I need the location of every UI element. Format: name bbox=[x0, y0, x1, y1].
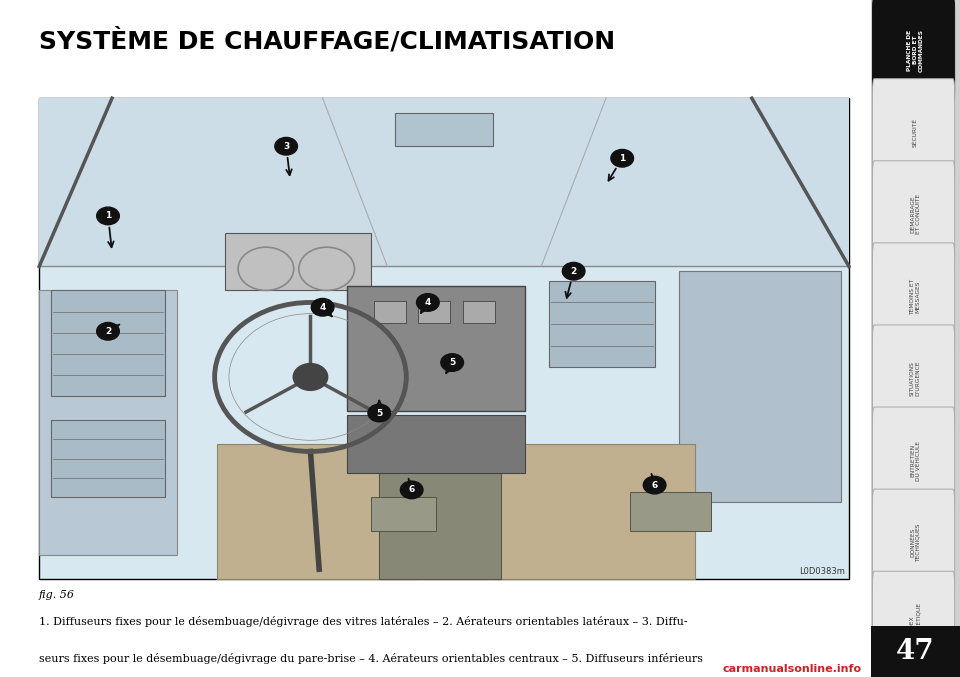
Bar bbox=[347, 286, 525, 410]
Text: 5: 5 bbox=[376, 408, 382, 418]
Text: 4: 4 bbox=[424, 298, 431, 307]
Bar bbox=[51, 420, 165, 497]
Text: 4: 4 bbox=[320, 303, 325, 311]
Circle shape bbox=[563, 263, 585, 280]
Circle shape bbox=[97, 322, 119, 340]
Bar bbox=[39, 98, 849, 579]
Text: TÉMOINS ET
MESSAGES: TÉMOINS ET MESSAGES bbox=[910, 278, 921, 315]
Text: INDEX
ALPHABÉTIQUE: INDEX ALPHABÉTIQUE bbox=[910, 603, 921, 647]
Circle shape bbox=[400, 481, 423, 499]
FancyBboxPatch shape bbox=[873, 79, 954, 185]
Bar bbox=[679, 271, 841, 502]
Text: DONNÉES
TECHNIQUES: DONNÉES TECHNIQUES bbox=[910, 523, 921, 562]
Bar bbox=[372, 497, 436, 531]
Bar bbox=[396, 112, 492, 146]
Text: SITUATIONS
D’URGENCE: SITUATIONS D’URGENCE bbox=[910, 361, 921, 396]
Bar bbox=[631, 492, 711, 531]
FancyBboxPatch shape bbox=[873, 243, 954, 350]
Bar bbox=[492, 444, 695, 579]
Bar bbox=[419, 301, 450, 323]
Bar bbox=[549, 281, 655, 368]
FancyBboxPatch shape bbox=[873, 571, 954, 677]
Text: seurs fixes pour le désembuage/dégivrage du pare-brise – 4. Aérateurs orientable: seurs fixes pour le désembuage/dégivrage… bbox=[39, 653, 703, 664]
Text: ENTRETIEN
DU VÉHICULE: ENTRETIEN DU VÉHICULE bbox=[910, 441, 921, 481]
Text: fig. 56: fig. 56 bbox=[39, 590, 75, 600]
Circle shape bbox=[441, 353, 464, 371]
Bar bbox=[39, 290, 177, 555]
Text: 47: 47 bbox=[896, 638, 935, 665]
FancyBboxPatch shape bbox=[873, 407, 954, 514]
Circle shape bbox=[643, 477, 666, 494]
Bar bbox=[226, 233, 372, 290]
Circle shape bbox=[611, 150, 634, 167]
FancyBboxPatch shape bbox=[873, 325, 954, 432]
Text: SYSTÈME DE CHAUFFAGE/CLIMATISATION: SYSTÈME DE CHAUFFAGE/CLIMATISATION bbox=[39, 28, 615, 53]
Text: 1: 1 bbox=[105, 211, 111, 221]
Text: 2: 2 bbox=[570, 267, 577, 276]
Circle shape bbox=[97, 207, 119, 225]
Text: 1: 1 bbox=[619, 154, 625, 162]
Text: L0D0383m: L0D0383m bbox=[799, 567, 845, 576]
Bar bbox=[347, 416, 525, 473]
FancyBboxPatch shape bbox=[873, 0, 954, 104]
Bar bbox=[379, 425, 501, 579]
Text: 2: 2 bbox=[105, 327, 111, 336]
Circle shape bbox=[417, 294, 439, 311]
Text: carmanualsonline.info: carmanualsonline.info bbox=[723, 663, 862, 674]
Circle shape bbox=[311, 299, 334, 316]
Text: 1. Diffuseurs fixes pour le désembuage/dégivrage des vitres latérales – 2. Aérat: 1. Diffuseurs fixes pour le désembuage/d… bbox=[39, 616, 687, 627]
Text: PLANCHE DE
BORD ET
COMMANDES: PLANCHE DE BORD ET COMMANDES bbox=[907, 28, 924, 72]
Circle shape bbox=[275, 137, 298, 155]
Text: 3: 3 bbox=[283, 141, 289, 151]
FancyBboxPatch shape bbox=[873, 160, 954, 268]
Text: 6: 6 bbox=[409, 485, 415, 494]
Bar bbox=[373, 301, 406, 323]
Circle shape bbox=[293, 364, 327, 391]
Circle shape bbox=[368, 404, 391, 422]
Text: 5: 5 bbox=[449, 358, 455, 367]
Bar bbox=[217, 444, 420, 579]
Text: DÉMARRAGE
ET CONDUITE: DÉMARRAGE ET CONDUITE bbox=[910, 194, 921, 234]
FancyBboxPatch shape bbox=[873, 489, 954, 596]
Text: SÉCURITÉ: SÉCURITÉ bbox=[913, 118, 918, 147]
Bar bbox=[463, 301, 494, 323]
Text: 6: 6 bbox=[652, 481, 658, 489]
Polygon shape bbox=[39, 98, 849, 267]
Bar bbox=[51, 290, 165, 396]
